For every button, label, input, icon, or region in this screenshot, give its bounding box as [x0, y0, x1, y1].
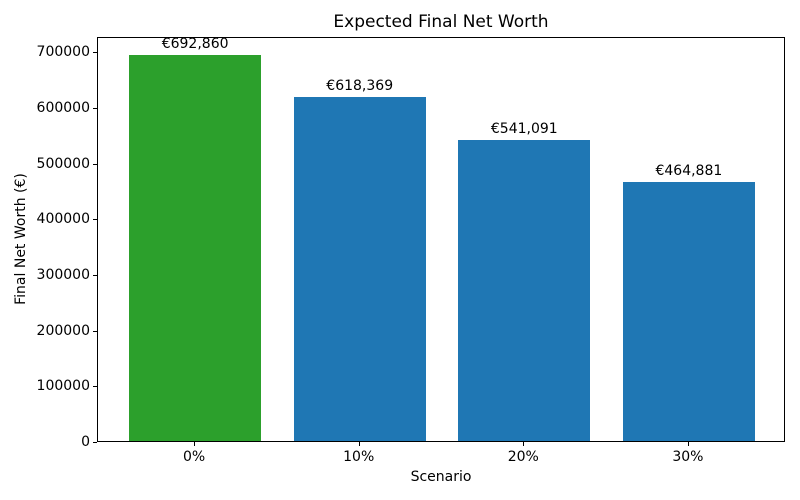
y-axis-label: Final Net Worth (€)	[13, 173, 29, 305]
bar-value-label: €464,881	[655, 163, 723, 180]
x-tick-label: 20%	[507, 449, 539, 465]
bar-value-label: €618,369	[326, 77, 394, 94]
x-tick-label: 10%	[343, 449, 375, 465]
y-tick-label: 500000	[36, 155, 90, 172]
bar	[293, 96, 426, 441]
bar-value-label: €541,091	[490, 120, 558, 137]
y-tick-mark	[93, 442, 97, 443]
x-tick-label: 30%	[672, 449, 704, 465]
y-tick-mark	[93, 386, 97, 388]
plot-area: €692,860 €618,369 €541,091 €464,881	[97, 37, 785, 442]
bar	[458, 139, 591, 441]
y-tick-mark	[93, 274, 97, 276]
y-tick-label: 400000	[36, 211, 90, 228]
x-tick-mark	[194, 442, 196, 446]
chart-title: Expected Final Net Worth	[333, 12, 549, 32]
y-tick-mark	[93, 107, 97, 109]
y-tick-mark	[93, 219, 97, 221]
y-tick-label: 100000	[36, 378, 90, 395]
y-tick-mark	[93, 52, 97, 54]
y-tick-label: 700000	[36, 44, 90, 61]
x-axis-label: Scenario	[410, 469, 472, 485]
y-tick-label: 600000	[36, 99, 90, 116]
bar-value-label: €692,860	[161, 36, 229, 53]
bar	[623, 182, 755, 441]
x-tick-label: 0%	[183, 449, 206, 465]
y-tick-mark	[93, 163, 97, 165]
y-tick-label: 0	[81, 434, 90, 450]
y-tick-label: 200000	[36, 322, 90, 339]
y-tick-label: 300000	[36, 266, 90, 283]
x-tick-mark	[687, 442, 689, 446]
y-tick-mark	[93, 330, 97, 332]
x-tick-mark	[358, 442, 360, 446]
x-tick-mark	[523, 442, 525, 446]
bar	[129, 55, 261, 441]
